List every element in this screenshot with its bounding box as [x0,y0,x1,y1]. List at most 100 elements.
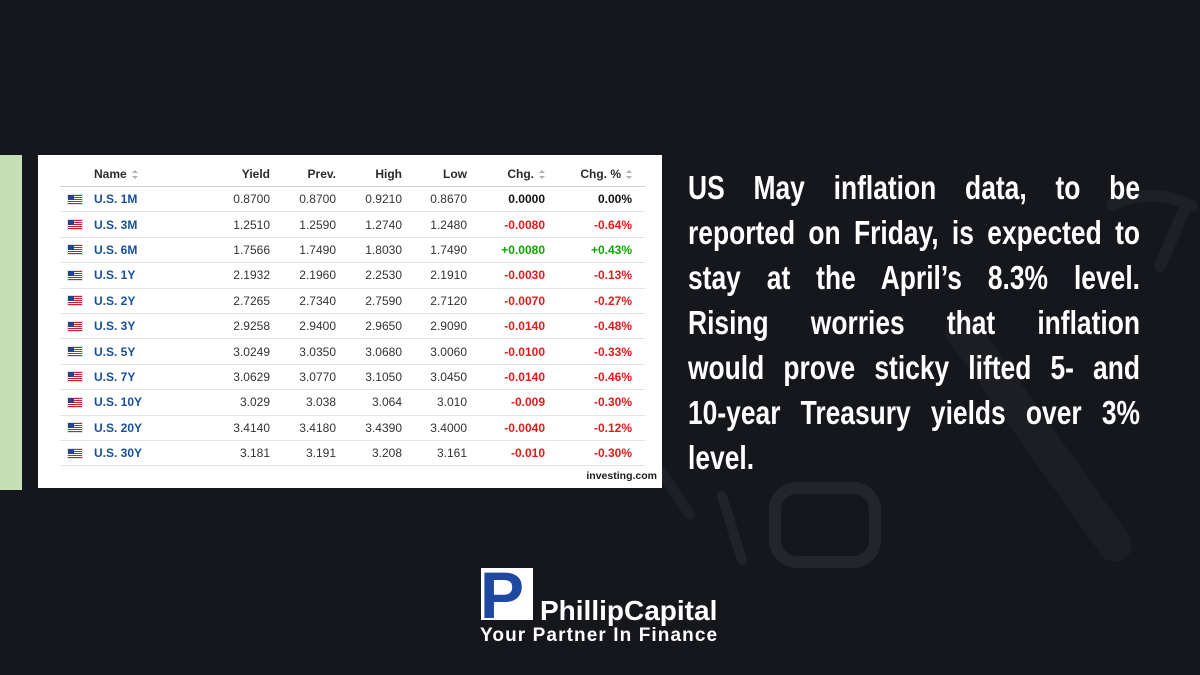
bond-yield-table: Name Yield Prev. High Low Chg. Chg. % U.… [60,161,645,467]
header-name-label: Name [94,166,127,181]
yield-cell: 3.029 [239,395,270,410]
yield-cell: 0.8700 [233,192,270,207]
bond-name-link[interactable]: U.S. 1Y [94,268,136,283]
table-row: U.S. 3Y 2.9258 2.9400 2.9650 2.9090 -0.0140 -0… [60,314,645,340]
yield-cell: 2.7265 [233,293,270,308]
chg-cell: -0.0070 [504,293,545,308]
source-credit: investing.com [586,470,657,482]
chg-pct-cell: 0.00% [597,192,632,207]
bond-name-link[interactable]: U.S. 2Y [94,293,136,308]
flag-cell [60,447,94,459]
header-name[interactable]: Name [94,167,200,181]
table-row: U.S. 10Y 3.029 3.038 3.064 3.010 -0.009 -0.30% [60,390,645,416]
prev-cell: 3.0350 [299,344,336,359]
low-cell: 3.010 [436,395,467,410]
table-row: U.S. 6M 1.7566 1.7490 1.8030 1.7490 +0.0080 +0… [60,238,645,264]
chg-cell: -0.0140 [504,319,545,334]
yield-cell: 3.4140 [233,420,270,435]
bond-name-link[interactable]: U.S. 20Y [94,420,143,435]
bond-name-link[interactable]: U.S. 3Y [94,319,136,334]
high-cell: 3.0680 [365,344,402,359]
chg-cell: -0.0100 [504,344,545,359]
chg-pct-cell: -0.64% [593,217,632,232]
us-flag-icon [67,295,83,307]
low-cell: 2.9090 [430,319,467,334]
yield-cell: 3.0629 [233,369,270,384]
flag-cell [60,422,94,434]
logo-name: PhillipCapital [540,595,718,626]
chg-cell: -0.0080 [504,217,545,232]
sort-icon[interactable] [131,169,138,179]
chg-pct-cell: -0.13% [593,268,632,283]
chg-cell: -0.010 [510,446,545,461]
header-low: Low [443,166,467,181]
header-chg-pct-label: Chg. % [580,166,621,181]
commentary-line: level. [688,439,755,476]
us-flag-icon [67,371,83,383]
low-cell: 1.7490 [430,242,467,257]
high-cell: 3.4390 [365,420,402,435]
prev-cell: 2.9400 [299,319,336,334]
flag-cell [60,193,94,205]
low-cell: 3.0060 [430,344,467,359]
bond-name-link[interactable]: U.S. 3M [94,217,138,232]
chg-pct-cell: -0.30% [593,446,632,461]
commentary-text: US May inflation data, to be reported on… [688,165,1140,480]
header-chg-pct[interactable]: Chg. % [545,167,632,181]
table-row: U.S. 1M 0.8700 0.8700 0.9210 0.8670 0.0000 0.0… [60,187,645,213]
high-cell: 2.9650 [365,319,402,334]
low-cell: 1.2480 [430,217,467,232]
header-high: High [375,166,402,181]
table-row: U.S. 7Y 3.0629 3.0770 3.1050 3.0450 -0.0140 -0… [60,365,645,391]
high-cell: 2.2530 [365,268,402,283]
flag-cell [60,295,94,307]
logo-mark: P [481,568,533,620]
bond-name-link[interactable]: U.S. 7Y [94,369,136,384]
high-cell: 3.1050 [365,369,402,384]
high-cell: 1.8030 [365,242,402,257]
high-cell: 3.064 [371,395,402,410]
commentary-line: reported on Friday, is expected to [688,214,1140,251]
yield-cell: 3.181 [239,446,270,461]
prev-cell: 2.1960 [299,268,336,283]
commentary-line: US May inflation data, to be [688,169,1140,206]
bond-name-link[interactable]: U.S. 1M [94,192,138,207]
header-chg[interactable]: Chg. [467,167,545,181]
high-cell: 2.7590 [365,293,402,308]
yield-cell: 3.0249 [233,344,270,359]
us-flag-icon [67,244,83,256]
table-row: U.S. 30Y 3.181 3.191 3.208 3.161 -0.010 -0.30% [60,441,645,467]
table-row: U.S. 20Y 3.4140 3.4180 3.4390 3.4000 -0.0040 -… [60,416,645,441]
prev-cell: 3.191 [305,446,336,461]
us-flag-icon [67,320,83,332]
logo-letter: P [481,568,525,620]
bond-name-link[interactable]: U.S. 5Y [94,344,136,359]
us-flag-icon [67,447,83,459]
chg-pct-cell: -0.33% [593,344,632,359]
chg-pct-cell: -0.48% [593,319,632,334]
prev-cell: 3.0770 [299,369,336,384]
bond-name-link[interactable]: U.S. 10Y [94,395,143,410]
us-flag-icon [67,346,83,358]
sort-icon[interactable] [626,169,632,179]
bond-name-link[interactable]: U.S. 6M [94,242,138,257]
low-cell: 3.161 [436,446,467,461]
flag-cell [60,371,94,383]
chg-cell: -0.009 [510,395,545,410]
flag-cell [60,219,94,231]
flag-cell [60,346,94,358]
table-row: U.S. 2Y 2.7265 2.7340 2.7590 2.7120 -0.0070 -0… [60,289,645,314]
low-cell: 2.1910 [430,268,467,283]
bond-name-link[interactable]: U.S. 30Y [94,446,143,461]
chg-cell: -0.0030 [504,268,545,283]
chg-pct-cell: -0.46% [593,369,632,384]
yield-cell: 1.2510 [233,217,270,232]
flag-cell [60,396,94,408]
us-flag-icon [67,193,83,205]
table-body: U.S. 1M 0.8700 0.8700 0.9210 0.8670 0.0000 0.0… [60,187,645,467]
sort-icon[interactable] [539,169,545,179]
chg-cell: -0.0040 [504,420,545,435]
logo-tagline: Your Partner In Finance [480,625,719,646]
